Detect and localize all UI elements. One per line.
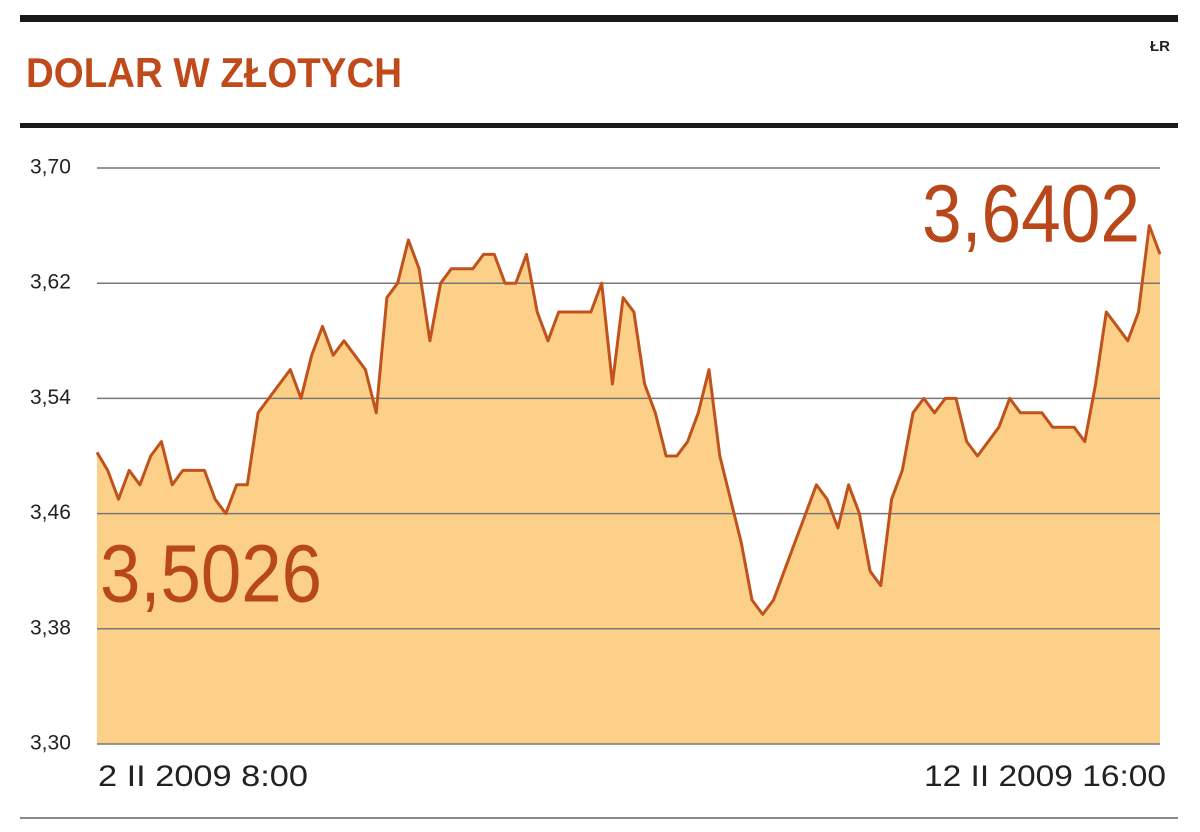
source: ŁR — [1150, 38, 1170, 55]
x-tick-label: 2 II 2009 8:00 — [98, 760, 308, 793]
y-tick-label: 3,46 — [30, 501, 71, 524]
x-tick-label: 12 II 2009 16:00 — [924, 760, 1166, 793]
y-tick-label: 3,70 — [30, 156, 71, 179]
chart-title: DOLAR W ZŁOTYCH — [26, 49, 402, 96]
y-tick-label: 3,30 — [30, 732, 71, 755]
annotation: 3,5026 — [100, 529, 322, 620]
annotation: 3,6402 — [922, 169, 1140, 260]
y-tick-label: 3,38 — [30, 616, 71, 639]
line — [95, 224, 1162, 616]
y-tick-label: 3,54 — [30, 386, 71, 409]
y-tick-label: 3,62 — [30, 271, 71, 294]
top-rule — [20, 15, 1178, 22]
area — [97, 225, 1160, 745]
header-rule — [20, 123, 1178, 128]
